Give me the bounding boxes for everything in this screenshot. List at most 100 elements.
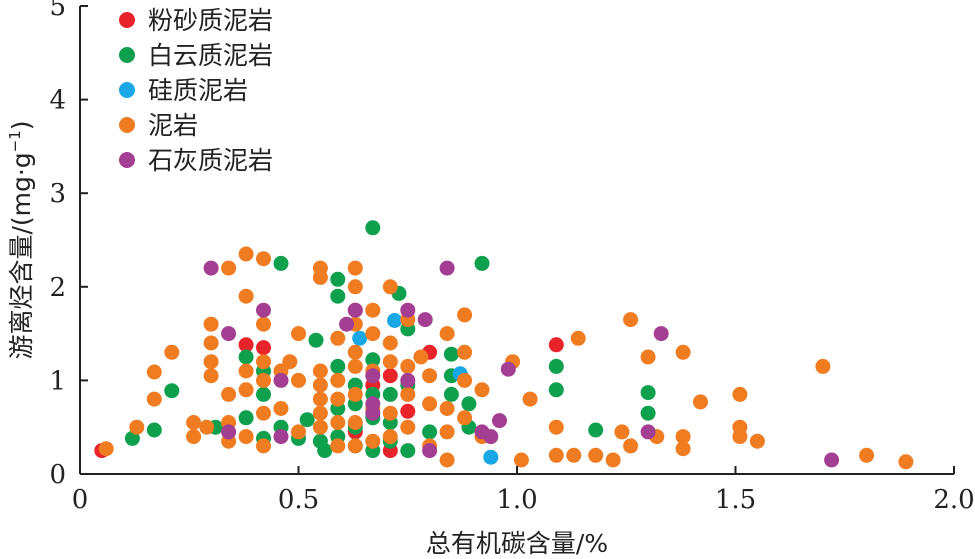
data-point [291, 372, 306, 388]
data-point [400, 419, 416, 435]
data-point [347, 344, 363, 360]
data-point [308, 332, 324, 348]
data-point [347, 358, 363, 374]
x-axis-title: 总有机碳含量/% [426, 529, 608, 558]
x-tick-label: 0 [72, 485, 89, 515]
data-point [256, 372, 271, 388]
legend-marker [119, 82, 135, 98]
data-point [203, 335, 219, 351]
data-point [256, 438, 271, 454]
x-tick-label: 1.5 [715, 485, 756, 515]
y-axis-title: 游离烃含量/(mg·g−1) [6, 120, 36, 359]
data-point [548, 447, 564, 463]
data-point [330, 391, 346, 407]
y-tick-label: 5 [49, 0, 66, 22]
data-point [566, 447, 582, 463]
data-point [238, 288, 254, 304]
data-point [238, 337, 254, 353]
data-point [623, 438, 639, 454]
data-point [186, 415, 202, 430]
data-point [365, 220, 381, 236]
data-point [387, 313, 403, 328]
data-point [382, 368, 398, 384]
data-point [675, 429, 691, 445]
data-point [365, 405, 381, 421]
data-point [588, 447, 604, 463]
data-point [238, 382, 254, 398]
data-point [256, 340, 271, 356]
data-point [400, 443, 416, 459]
legend-marker [119, 117, 135, 133]
data-point [330, 372, 346, 388]
data-point [859, 447, 875, 463]
data-point [365, 352, 381, 368]
legend-item: 硅质泥岩 [119, 76, 248, 105]
legend-item: 白云质泥岩 [119, 41, 273, 70]
data-point [400, 403, 416, 419]
data-point [238, 349, 254, 365]
data-point [347, 386, 363, 402]
legend-marker [119, 47, 135, 63]
data-point [238, 363, 254, 379]
data-point [330, 438, 346, 454]
data-point [282, 354, 298, 370]
data-point [640, 349, 656, 365]
data-point [413, 349, 429, 365]
legend-marker [119, 12, 135, 28]
data-point [312, 391, 328, 407]
legend-label: 硅质泥岩 [148, 76, 248, 105]
data-point [365, 326, 381, 342]
data-point [273, 401, 289, 416]
data-point [347, 279, 363, 295]
data-point [312, 405, 328, 421]
data-point [256, 386, 271, 402]
legend-item: 石灰质泥岩 [119, 146, 273, 175]
data-point [221, 326, 237, 342]
data-point [221, 424, 237, 440]
data-point [146, 364, 162, 380]
series-4 [203, 260, 840, 468]
data-point [382, 405, 398, 421]
data-point [382, 386, 398, 402]
data-point [146, 422, 162, 438]
plot-area [94, 220, 914, 470]
data-point [749, 433, 765, 449]
x-axis: 0 0.5 1.0 1.5 2.0 [72, 466, 975, 515]
y-axis: 0 1 2 3 4 5 [49, 0, 88, 490]
data-point [400, 386, 416, 402]
data-point [400, 358, 416, 374]
data-point [732, 429, 748, 445]
data-point [422, 368, 438, 384]
data-point [256, 316, 271, 332]
data-point [347, 302, 363, 318]
data-point [500, 361, 516, 377]
data-point [330, 330, 346, 346]
data-point [513, 452, 529, 468]
data-point [330, 271, 346, 287]
data-point [605, 452, 621, 468]
data-point [640, 385, 656, 401]
data-point [443, 346, 459, 362]
y-tick-label: 4 [49, 86, 66, 116]
data-point [273, 255, 289, 271]
data-point [614, 424, 630, 440]
data-point [164, 383, 180, 399]
data-point [640, 424, 656, 440]
data-point [203, 368, 219, 384]
data-point [439, 424, 455, 440]
data-point [330, 415, 346, 430]
data-point [623, 312, 639, 328]
legend-label: 粉砂质泥岩 [148, 6, 273, 35]
data-point [382, 429, 398, 445]
data-point [422, 443, 438, 459]
data-point [457, 344, 473, 360]
data-point [312, 419, 328, 435]
data-point [382, 354, 398, 370]
data-point [457, 410, 473, 426]
data-point [312, 269, 328, 285]
y-axis-title-close: ) [7, 120, 36, 130]
data-point [203, 316, 219, 332]
data-point [347, 260, 363, 276]
data-point [439, 260, 455, 276]
